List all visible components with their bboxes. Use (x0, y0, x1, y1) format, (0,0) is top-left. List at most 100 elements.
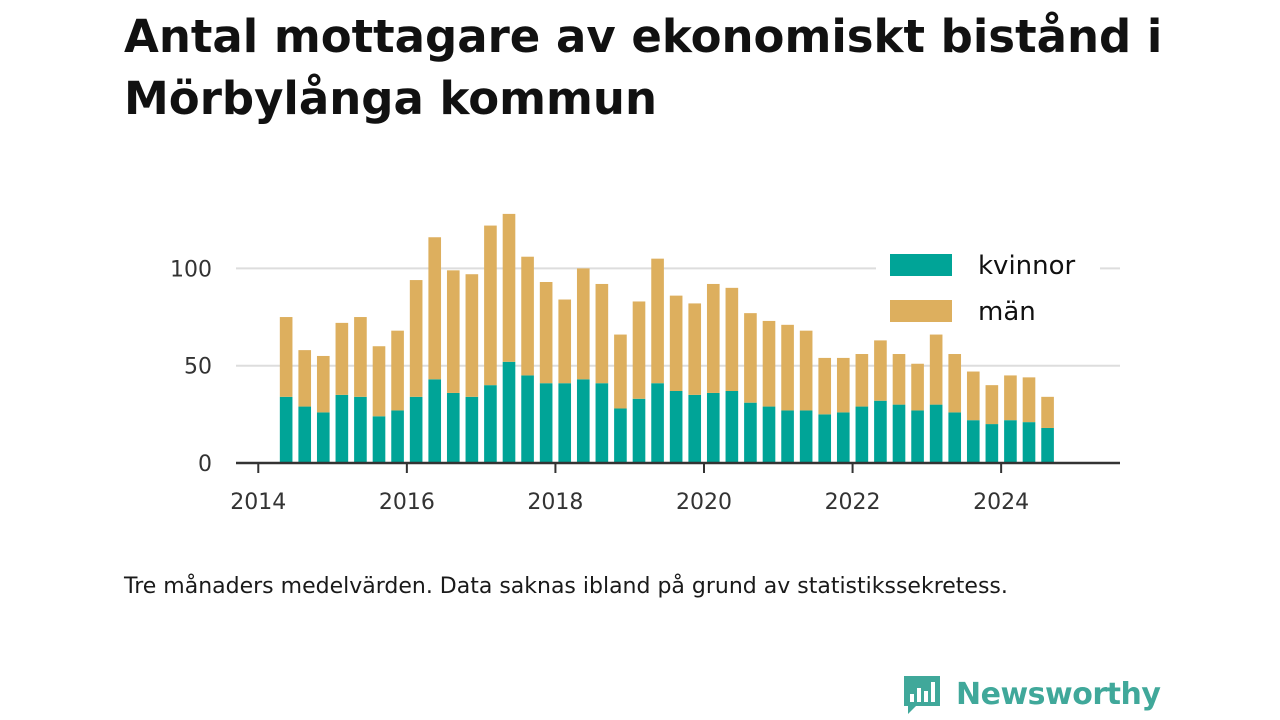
chart-title: Antal mottagare av ekonomiskt bistånd i … (124, 10, 1163, 125)
bar-man (521, 256, 534, 376)
bar-man (335, 322, 349, 395)
bar-kvinnor (929, 404, 943, 463)
bar-kvinnor (632, 398, 646, 463)
bar-kvinnor (428, 379, 442, 463)
bar-man (985, 385, 999, 425)
bar-man (929, 334, 943, 405)
bar-man (688, 303, 702, 395)
bar-kvinnor (948, 412, 962, 463)
bar-man (484, 225, 497, 386)
bar-man (558, 299, 572, 384)
bar-kvinnor (316, 412, 330, 463)
bar-kvinnor (354, 396, 367, 463)
bar-man (446, 270, 460, 393)
bar-man (502, 213, 516, 362)
stacked-bar-chart: 0 50 100 2014 2016 2018 2020 2022 2024 kvinnor mä… (170, 213, 1120, 515)
bar-man (874, 340, 887, 401)
x-tick-label: 2018 (527, 490, 583, 515)
bar-kvinnor (911, 410, 924, 463)
bar-man (706, 283, 720, 393)
bar-man (966, 371, 980, 421)
legend-label: kvinnor (978, 251, 1076, 281)
bar-kvinnor (892, 404, 906, 463)
bar-kvinnor (484, 385, 497, 463)
bar-kvinnor (781, 410, 794, 463)
bar-man (409, 280, 423, 397)
bar-kvinnor (651, 383, 664, 463)
bar-kvinnor (614, 408, 627, 463)
bar-kvinnor (391, 410, 404, 463)
bar-man (372, 346, 386, 417)
bar-man (354, 317, 367, 397)
bar-kvinnor (985, 424, 999, 463)
bar-man (948, 354, 962, 413)
bar-man (781, 324, 794, 411)
bar-man (465, 274, 479, 397)
bar-man (595, 283, 609, 384)
bar-man (669, 295, 683, 391)
bar-man (799, 330, 813, 411)
y-tick-label: 0 (198, 452, 212, 477)
y-tick-label: 100 (170, 257, 212, 282)
bar-man (855, 354, 869, 407)
legend-label: män (978, 297, 1036, 327)
bar-kvinnor (799, 410, 813, 463)
bar-man (1004, 375, 1017, 421)
bar-kvinnor (688, 394, 702, 463)
bar-kvinnor (874, 400, 887, 463)
bar-kvinnor (836, 412, 850, 463)
bar-man (725, 287, 739, 391)
bar-man (279, 317, 293, 397)
bar-chart-icon (904, 676, 940, 714)
bar-kvinnor (966, 420, 980, 463)
bar-kvinnor (409, 396, 423, 463)
bar-man (316, 355, 330, 413)
bar-kvinnor (446, 392, 460, 463)
bar-man (836, 357, 850, 413)
bar-kvinnor (706, 392, 720, 463)
bar-man (298, 350, 312, 407)
bar-man (428, 237, 442, 380)
bar-kvinnor (576, 379, 590, 463)
bar-kvinnor (521, 375, 534, 463)
x-tick-label: 2020 (676, 490, 732, 515)
legend-swatch (890, 254, 952, 276)
x-tick-label: 2016 (379, 490, 435, 515)
bar-kvinnor (818, 414, 832, 463)
legend: kvinnor män (876, 240, 1100, 334)
bar-kvinnor (558, 383, 572, 463)
bar-kvinnor (725, 390, 739, 463)
bar-kvinnor (669, 390, 683, 463)
bar-man (911, 363, 924, 411)
bars (279, 213, 1054, 463)
bar-man (651, 258, 664, 384)
brand-logo-block: Newsworthy (900, 668, 1161, 720)
bar-kvinnor (744, 402, 757, 463)
legend-swatch (890, 300, 952, 322)
brand-name: Newsworthy (956, 676, 1161, 712)
bar-man (1041, 396, 1054, 428)
bar-kvinnor (372, 416, 386, 463)
bar-kvinnor (595, 383, 609, 463)
bar-man (539, 282, 553, 384)
bar-man (391, 330, 404, 411)
bar-kvinnor (539, 383, 553, 463)
bar-man (1022, 377, 1036, 423)
bar-kvinnor (465, 396, 479, 463)
bar-man (632, 301, 646, 399)
bar-kvinnor (855, 406, 869, 463)
bar-man (892, 354, 906, 405)
bar-kvinnor (335, 394, 349, 463)
bar-kvinnor (298, 406, 312, 463)
x-tick-label: 2014 (230, 490, 286, 515)
bar-kvinnor (502, 361, 516, 463)
x-tick-label: 2022 (825, 490, 881, 515)
axes: 0 50 100 2014 2016 2018 2020 2022 2024 (170, 257, 1120, 515)
bar-kvinnor (762, 406, 776, 463)
bar-kvinnor (1004, 420, 1017, 463)
bar-man (576, 268, 590, 380)
bar-kvinnor (1041, 427, 1054, 463)
y-tick-label: 50 (184, 355, 212, 380)
bar-man (762, 320, 776, 407)
bar-kvinnor (1022, 422, 1036, 463)
